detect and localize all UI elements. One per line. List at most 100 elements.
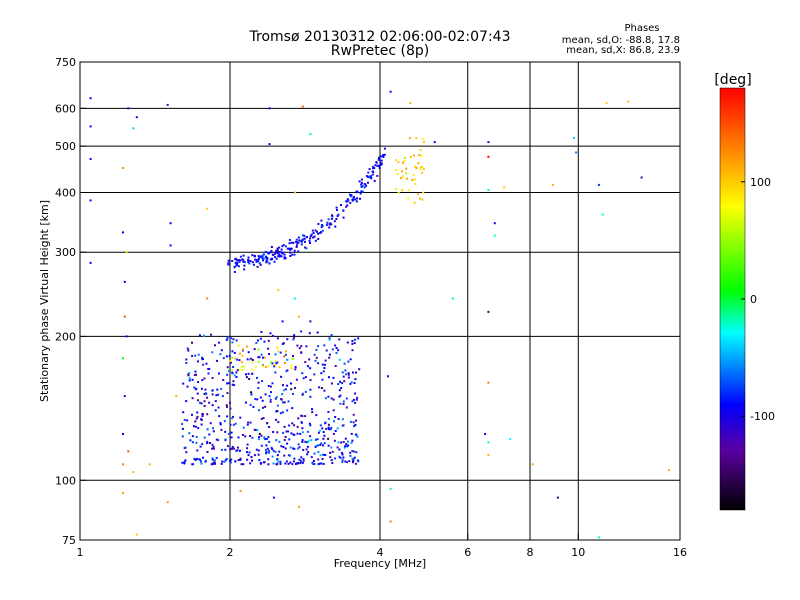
data-point [321,378,324,381]
data-point [241,434,244,436]
data-point [191,413,193,416]
chart-title: Tromsø 20130312 02:06:00-02:07:43 [249,29,511,45]
data-point [181,423,184,425]
data-point [227,263,230,266]
data-point [341,452,343,454]
data-point [183,462,186,465]
data-point [256,265,259,268]
data-point [376,164,379,167]
data-point [247,256,250,259]
data-point [289,461,292,464]
data-point [308,422,311,425]
data-point [273,365,276,368]
data-point [340,441,343,444]
data-point [300,456,303,459]
data-point [309,379,312,382]
data-point [317,345,320,348]
data-point [323,344,326,347]
data-point [309,133,312,136]
data-point [306,445,309,448]
data-point [363,183,366,186]
data-point [321,427,324,430]
data-point [260,434,263,437]
data-point [301,415,304,418]
data-point [347,444,350,447]
data-point [335,347,338,349]
data-point [220,428,223,431]
data-point [246,451,248,454]
data-point [197,427,200,430]
data-point [221,460,224,463]
data-point [355,419,358,422]
data-point [205,362,208,365]
data-point [335,206,338,209]
data-point [359,192,362,195]
data-point [249,435,251,437]
data-point [284,350,287,353]
data-point [242,259,245,262]
data-point [246,443,249,446]
data-point [309,388,312,391]
data-point [240,361,243,364]
data-point [313,353,316,356]
data-point [372,167,375,170]
data-point [284,257,287,260]
data-point [575,151,578,154]
data-point [290,364,293,367]
data-point [360,183,363,186]
data-point [323,367,326,369]
data-point [342,456,345,459]
data-point [275,418,278,421]
data-point [332,376,335,379]
data-point [241,258,244,261]
data-point [228,370,230,373]
data-point [317,232,320,235]
data-point [324,363,326,366]
data-point [277,289,280,292]
data-point [299,240,302,243]
data-point [216,388,219,391]
data-point [282,389,285,392]
data-point [259,337,262,340]
data-point [487,453,490,456]
data-point [410,155,412,158]
data-point [311,411,314,414]
data-point [344,445,347,448]
data-point [278,450,281,453]
data-point [309,367,312,370]
data-point [200,418,203,421]
data-point [277,404,279,407]
data-point [224,438,227,441]
data-point [271,448,274,450]
data-point [219,423,222,426]
data-point [233,384,236,387]
y-tick-label: 500 [55,140,76,153]
data-point [195,417,198,420]
data-point [400,177,402,179]
data-point [311,461,314,464]
data-point [260,330,263,333]
data-point [268,262,271,265]
data-point [365,184,368,187]
data-point [337,349,340,352]
data-point [239,255,242,258]
data-point [336,209,338,211]
data-point [267,458,270,461]
data-point [343,446,346,449]
data-point [262,253,265,256]
data-point [229,448,232,451]
data-point [257,453,260,456]
data-point [322,444,324,447]
data-point [169,222,172,225]
data-point [351,439,354,442]
data-point [341,453,344,456]
data-point [354,423,357,426]
data-point [309,435,312,438]
data-point [244,401,247,404]
data-point [403,159,406,162]
data-point [276,346,279,349]
data-point [236,369,239,372]
data-point [254,398,257,401]
data-point [323,442,326,445]
data-point [349,195,352,198]
